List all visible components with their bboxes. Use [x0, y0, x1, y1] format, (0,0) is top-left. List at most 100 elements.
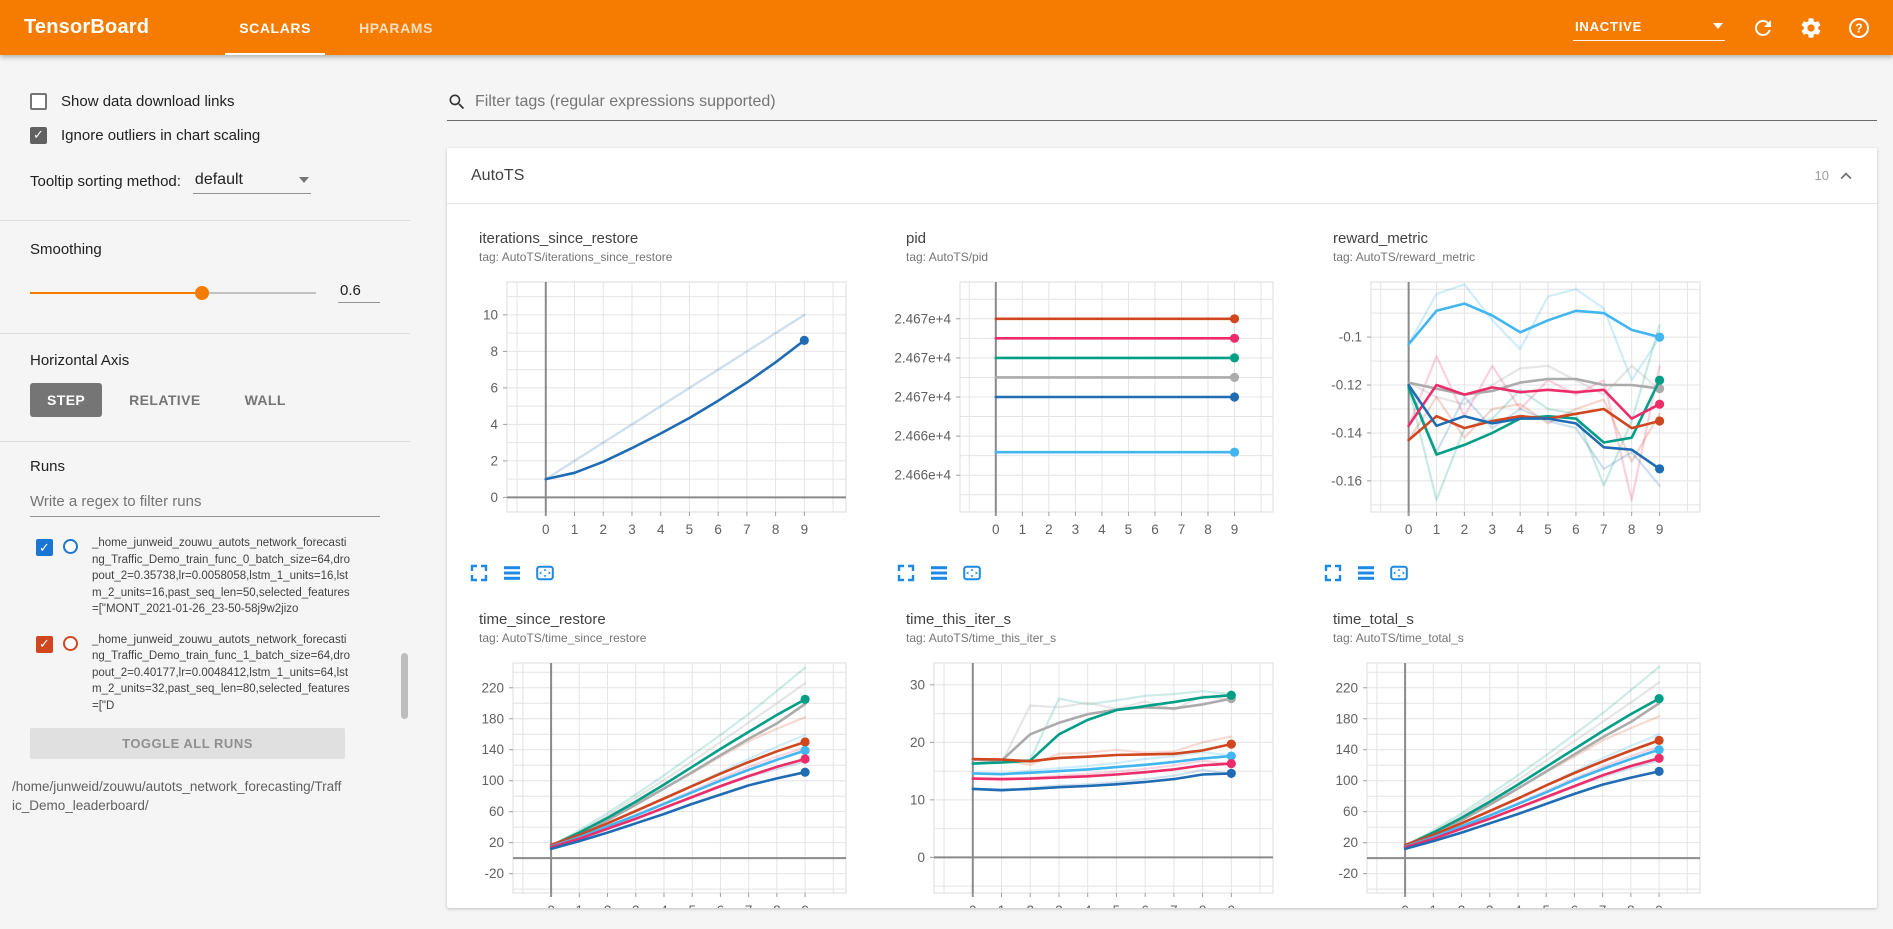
svg-text:4: 4: [1084, 903, 1092, 908]
slider-track: [201, 291, 316, 294]
chart-plot[interactable]: 0 1 2 3 4 5 6 7 8 9 2.467e+4 2.467e+4 2.467e+4 2.466e…: [888, 274, 1288, 554]
svg-text:0: 0: [490, 490, 498, 505]
axis-step-button[interactable]: STEP: [30, 383, 103, 417]
chart-tag: tag: AutoTS/time_this_iter_s: [906, 631, 1057, 645]
tab-scalars[interactable]: SCALARS: [215, 0, 335, 55]
svg-text:6: 6: [490, 380, 498, 395]
svg-text:7: 7: [1178, 522, 1186, 537]
run-visibility-checkbox[interactable]: ✓: [36, 635, 53, 653]
svg-text:2: 2: [490, 453, 498, 468]
fullscreen-icon[interactable]: [896, 563, 916, 583]
tab-hparams[interactable]: HPARAMS: [359, 19, 434, 36]
chart: time_total_s tag: AutoTS/time_total_s 0 1 2 3…: [1315, 611, 1742, 908]
smoothing-value[interactable]: 0.6: [338, 282, 380, 303]
chart-tag: tag: AutoTS/pid: [906, 250, 989, 264]
svg-text:220: 220: [1335, 680, 1358, 695]
run-solo-radio[interactable]: [63, 635, 78, 651]
svg-text:3: 3: [628, 522, 636, 537]
chevron-down-icon: [298, 177, 309, 183]
axis-relative-button[interactable]: RELATIVE: [129, 392, 201, 408]
svg-text:0: 0: [1401, 903, 1409, 908]
chart-plot[interactable]: 0 1 2 3 4 5 6 7 8 9 -20 20 60 100 140 180 220: [1315, 655, 1715, 908]
svg-text:4: 4: [1098, 522, 1106, 537]
fit-domain-icon[interactable]: [535, 563, 555, 583]
svg-text:220: 220: [481, 680, 504, 695]
chart-title: time_since_restore: [479, 611, 606, 628]
run-name: _home_junweid_zouwu_autots_network_forec…: [92, 537, 350, 615]
svg-text:?: ?: [1855, 21, 1863, 35]
runs-label: Runs: [30, 458, 66, 475]
svg-text:20: 20: [910, 735, 925, 750]
svg-text:100: 100: [481, 773, 504, 788]
svg-text:2.467e+4: 2.467e+4: [894, 390, 951, 405]
chart-tag: tag: AutoTS/reward_metric: [1333, 250, 1476, 264]
fullscreen-icon[interactable]: [1323, 563, 1343, 583]
slider-fill: [30, 291, 202, 294]
divider: [0, 441, 410, 442]
settings-gear-icon[interactable]: [1799, 16, 1823, 40]
svg-text:4: 4: [490, 417, 498, 432]
axis-wall-button[interactable]: WALL: [244, 392, 286, 408]
runs-filter-input[interactable]: [30, 489, 380, 517]
chart-plot[interactable]: 0 1 2 3 4 5 6 7 8 9 0 2 4 6 8 10: [461, 274, 861, 554]
svg-text:1: 1: [571, 522, 579, 537]
chart-title: reward_metric: [1333, 230, 1429, 247]
svg-text:8: 8: [1627, 903, 1635, 908]
chart-tag: tag: AutoTS/time_since_restore: [479, 631, 647, 645]
autots-section-header[interactable]: AutoTS 10: [447, 148, 1877, 204]
horizontal-axis-label: Horizontal Axis: [30, 352, 130, 369]
toggle-all-runs-button[interactable]: TOGGLE ALL RUNS: [30, 728, 345, 759]
svg-text:7: 7: [743, 522, 751, 537]
svg-text:8: 8: [772, 522, 780, 537]
tag-filter-input[interactable]: [447, 91, 1877, 121]
svg-text:-20: -20: [1338, 866, 1358, 881]
svg-text:140: 140: [1335, 742, 1358, 757]
svg-text:8: 8: [1199, 903, 1207, 908]
reload-status-select[interactable]: INACTIVE: [1573, 15, 1725, 41]
sidebar-scrollbar[interactable]: [401, 653, 408, 719]
toggle-y-axis-icon[interactable]: [502, 563, 522, 583]
run-item: ✓ _home_junweid_zouwu_autots_network_fore…: [30, 632, 380, 715]
ignore-outliers-row: ✓ Ignore outliers in chart scaling: [30, 123, 380, 147]
toggle-y-axis-icon[interactable]: [929, 563, 949, 583]
fit-domain-icon[interactable]: [962, 563, 982, 583]
help-icon[interactable]: ?: [1847, 16, 1871, 40]
chart-plot[interactable]: 0 1 2 3 4 5 6 7 8 9 0 10 20 30: [888, 655, 1288, 908]
divider: [0, 333, 410, 334]
chart-plot[interactable]: 0 1 2 3 4 5 6 7 8 9 -0.1 -0.12 -0.14 -0.16: [1315, 274, 1715, 554]
ignore-outliers-checkbox[interactable]: ✓: [30, 126, 47, 144]
svg-text:60: 60: [1343, 804, 1358, 819]
svg-text:10: 10: [483, 307, 498, 322]
chart: iterations_since_restore tag: AutoTS/iter…: [461, 230, 888, 583]
tooltip-sort-row: Tooltip sorting method: default: [30, 169, 380, 220]
svg-text:8: 8: [1204, 522, 1212, 537]
chart: time_this_iter_s tag: AutoTS/time_this_it…: [888, 611, 1315, 908]
chart-toolbar: [1323, 563, 1742, 583]
svg-text:30: 30: [910, 677, 925, 692]
smoothing-label: Smoothing: [30, 241, 102, 258]
slider-thumb[interactable]: [194, 285, 209, 300]
show-download-links-checkbox[interactable]: [30, 92, 47, 110]
run-solo-radio[interactable]: [63, 539, 78, 554]
fit-domain-icon[interactable]: [1389, 563, 1409, 583]
svg-text:-0.14: -0.14: [1331, 425, 1362, 440]
svg-text:9: 9: [801, 522, 809, 537]
run-visibility-checkbox[interactable]: ✓: [36, 539, 53, 556]
chart-plot[interactable]: 0 1 2 3 4 5 6 7 8 9 -20 20 60 100 140 180 220: [461, 655, 861, 908]
toggle-y-axis-icon[interactable]: [1356, 563, 1376, 583]
tooltip-sort-value: default: [194, 171, 243, 188]
svg-text:9: 9: [1655, 903, 1663, 908]
smoothing-slider[interactable]: [30, 285, 316, 300]
chevron-down-icon: [1713, 23, 1723, 29]
refresh-icon[interactable]: [1751, 16, 1775, 40]
fullscreen-icon[interactable]: [469, 563, 489, 583]
svg-text:1: 1: [1430, 903, 1438, 908]
tooltip-sort-dropdown[interactable]: default: [192, 169, 311, 194]
svg-text:5: 5: [688, 903, 696, 908]
section-collapse-control[interactable]: 10: [1815, 165, 1857, 187]
svg-text:0: 0: [542, 522, 550, 537]
ignore-outliers-label: Ignore outliers in chart scaling: [61, 126, 261, 144]
svg-text:4: 4: [657, 522, 665, 537]
divider: [0, 220, 410, 221]
section-chart-count: 10: [1814, 168, 1829, 183]
